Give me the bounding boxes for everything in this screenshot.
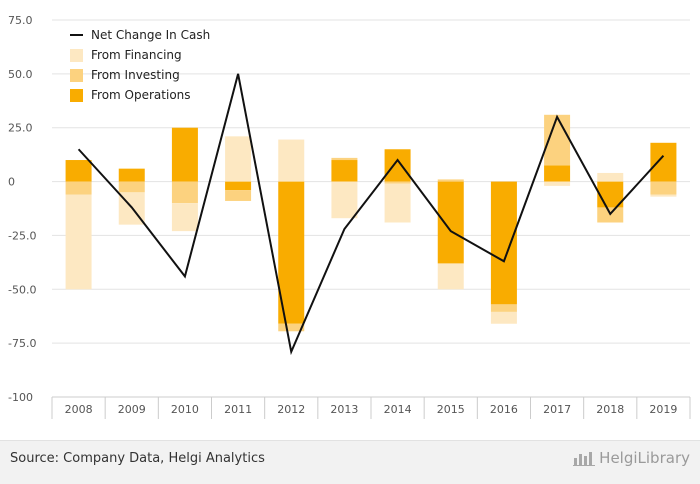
bar-from-operations bbox=[490, 181, 517, 305]
y-tick-label: 50.0 bbox=[8, 68, 33, 81]
x-tick-label: 2019 bbox=[649, 403, 677, 416]
legend-swatch bbox=[70, 49, 83, 62]
bar-from-investing bbox=[437, 179, 464, 182]
x-axis-ticks: 2008 2009 2010 2011 2012 2013 2014 2015 2016 2017… bbox=[51, 397, 691, 419]
legend-label: From Operations bbox=[91, 88, 191, 102]
bar-from-financing bbox=[544, 181, 571, 186]
bar-from-investing bbox=[171, 181, 198, 204]
bar-layer bbox=[65, 114, 677, 332]
y-tick-label: 0 bbox=[8, 176, 15, 189]
bar-from-operations bbox=[650, 142, 677, 182]
bar-from-financing bbox=[384, 183, 411, 223]
bar-from-operations bbox=[171, 127, 198, 182]
bar-from-operations bbox=[278, 181, 305, 324]
footer: Source: Company Data, Helgi Analytics He… bbox=[0, 440, 700, 484]
x-tick-label: 2013 bbox=[330, 403, 358, 416]
y-axis-ticks: 75.0 50.0 25.0 0 -25.0 -50.0 -75.0 -100 bbox=[8, 14, 36, 404]
bar-from-operations bbox=[544, 165, 571, 182]
bar-from-operations bbox=[118, 168, 145, 182]
legend-label: From Financing bbox=[91, 48, 182, 62]
cash-flow-chart: 75.050.025.00-25.0-50.0-75.0-100 2008 200… bbox=[8, 14, 691, 419]
legend-label: From Investing bbox=[91, 68, 180, 82]
bar-from-investing bbox=[118, 181, 145, 193]
y-tick-label: -75.0 bbox=[8, 337, 36, 350]
bar-from-investing bbox=[225, 190, 252, 201]
bar-from-investing bbox=[650, 181, 677, 195]
net-change-line bbox=[77, 73, 665, 356]
bar-from-investing bbox=[278, 323, 305, 332]
bar-from-financing bbox=[225, 136, 252, 182]
legend-swatch bbox=[70, 69, 83, 82]
x-tick-label: 2014 bbox=[384, 403, 412, 416]
line-layer bbox=[77, 73, 665, 356]
helgi-logo-icon bbox=[573, 452, 596, 466]
bar-from-investing bbox=[490, 304, 517, 312]
bar-from-financing bbox=[597, 172, 624, 182]
legend: Net Change In Cash From Financing From Inv… bbox=[70, 28, 210, 102]
y-tick-label: -50.0 bbox=[8, 283, 36, 296]
bar-from-financing bbox=[437, 263, 464, 290]
brand-name: HelgiLibrary bbox=[599, 449, 690, 467]
bar-from-operations bbox=[65, 160, 92, 182]
bar-from-investing bbox=[65, 181, 92, 195]
bar-from-investing bbox=[384, 181, 411, 184]
bar-from-financing bbox=[650, 194, 677, 197]
legend-label: Net Change In Cash bbox=[91, 28, 210, 42]
x-tick-label: 2010 bbox=[171, 403, 199, 416]
x-tick-label: 2017 bbox=[543, 403, 571, 416]
x-tick-label: 2011 bbox=[224, 403, 252, 416]
bar-from-financing bbox=[490, 311, 517, 324]
bar-from-investing bbox=[331, 157, 358, 161]
x-tick-label: 2018 bbox=[596, 403, 624, 416]
y-tick-label: 75.0 bbox=[8, 14, 33, 27]
bar-from-financing bbox=[278, 139, 305, 182]
source-note: Source: Company Data, Helgi Analytics bbox=[10, 451, 265, 466]
legend-swatch bbox=[70, 89, 83, 102]
bar-from-financing bbox=[171, 203, 198, 232]
bar-from-operations bbox=[225, 181, 252, 191]
y-tick-label: -100 bbox=[8, 391, 33, 404]
x-tick-label: 2015 bbox=[437, 403, 465, 416]
bar-from-operations bbox=[384, 149, 411, 182]
brand: HelgiLibrary bbox=[573, 449, 690, 467]
x-tick-label: 2012 bbox=[277, 403, 305, 416]
bar-from-financing bbox=[65, 194, 92, 290]
bar-from-financing bbox=[331, 181, 358, 219]
y-tick-label: -25.0 bbox=[8, 229, 36, 242]
y-tick-label: 25.0 bbox=[8, 122, 33, 135]
bar-from-operations bbox=[331, 160, 358, 182]
bar-from-operations bbox=[437, 181, 464, 264]
x-tick-label: 2008 bbox=[65, 403, 93, 416]
x-tick-label: 2016 bbox=[490, 403, 518, 416]
x-tick-label: 2009 bbox=[118, 403, 146, 416]
